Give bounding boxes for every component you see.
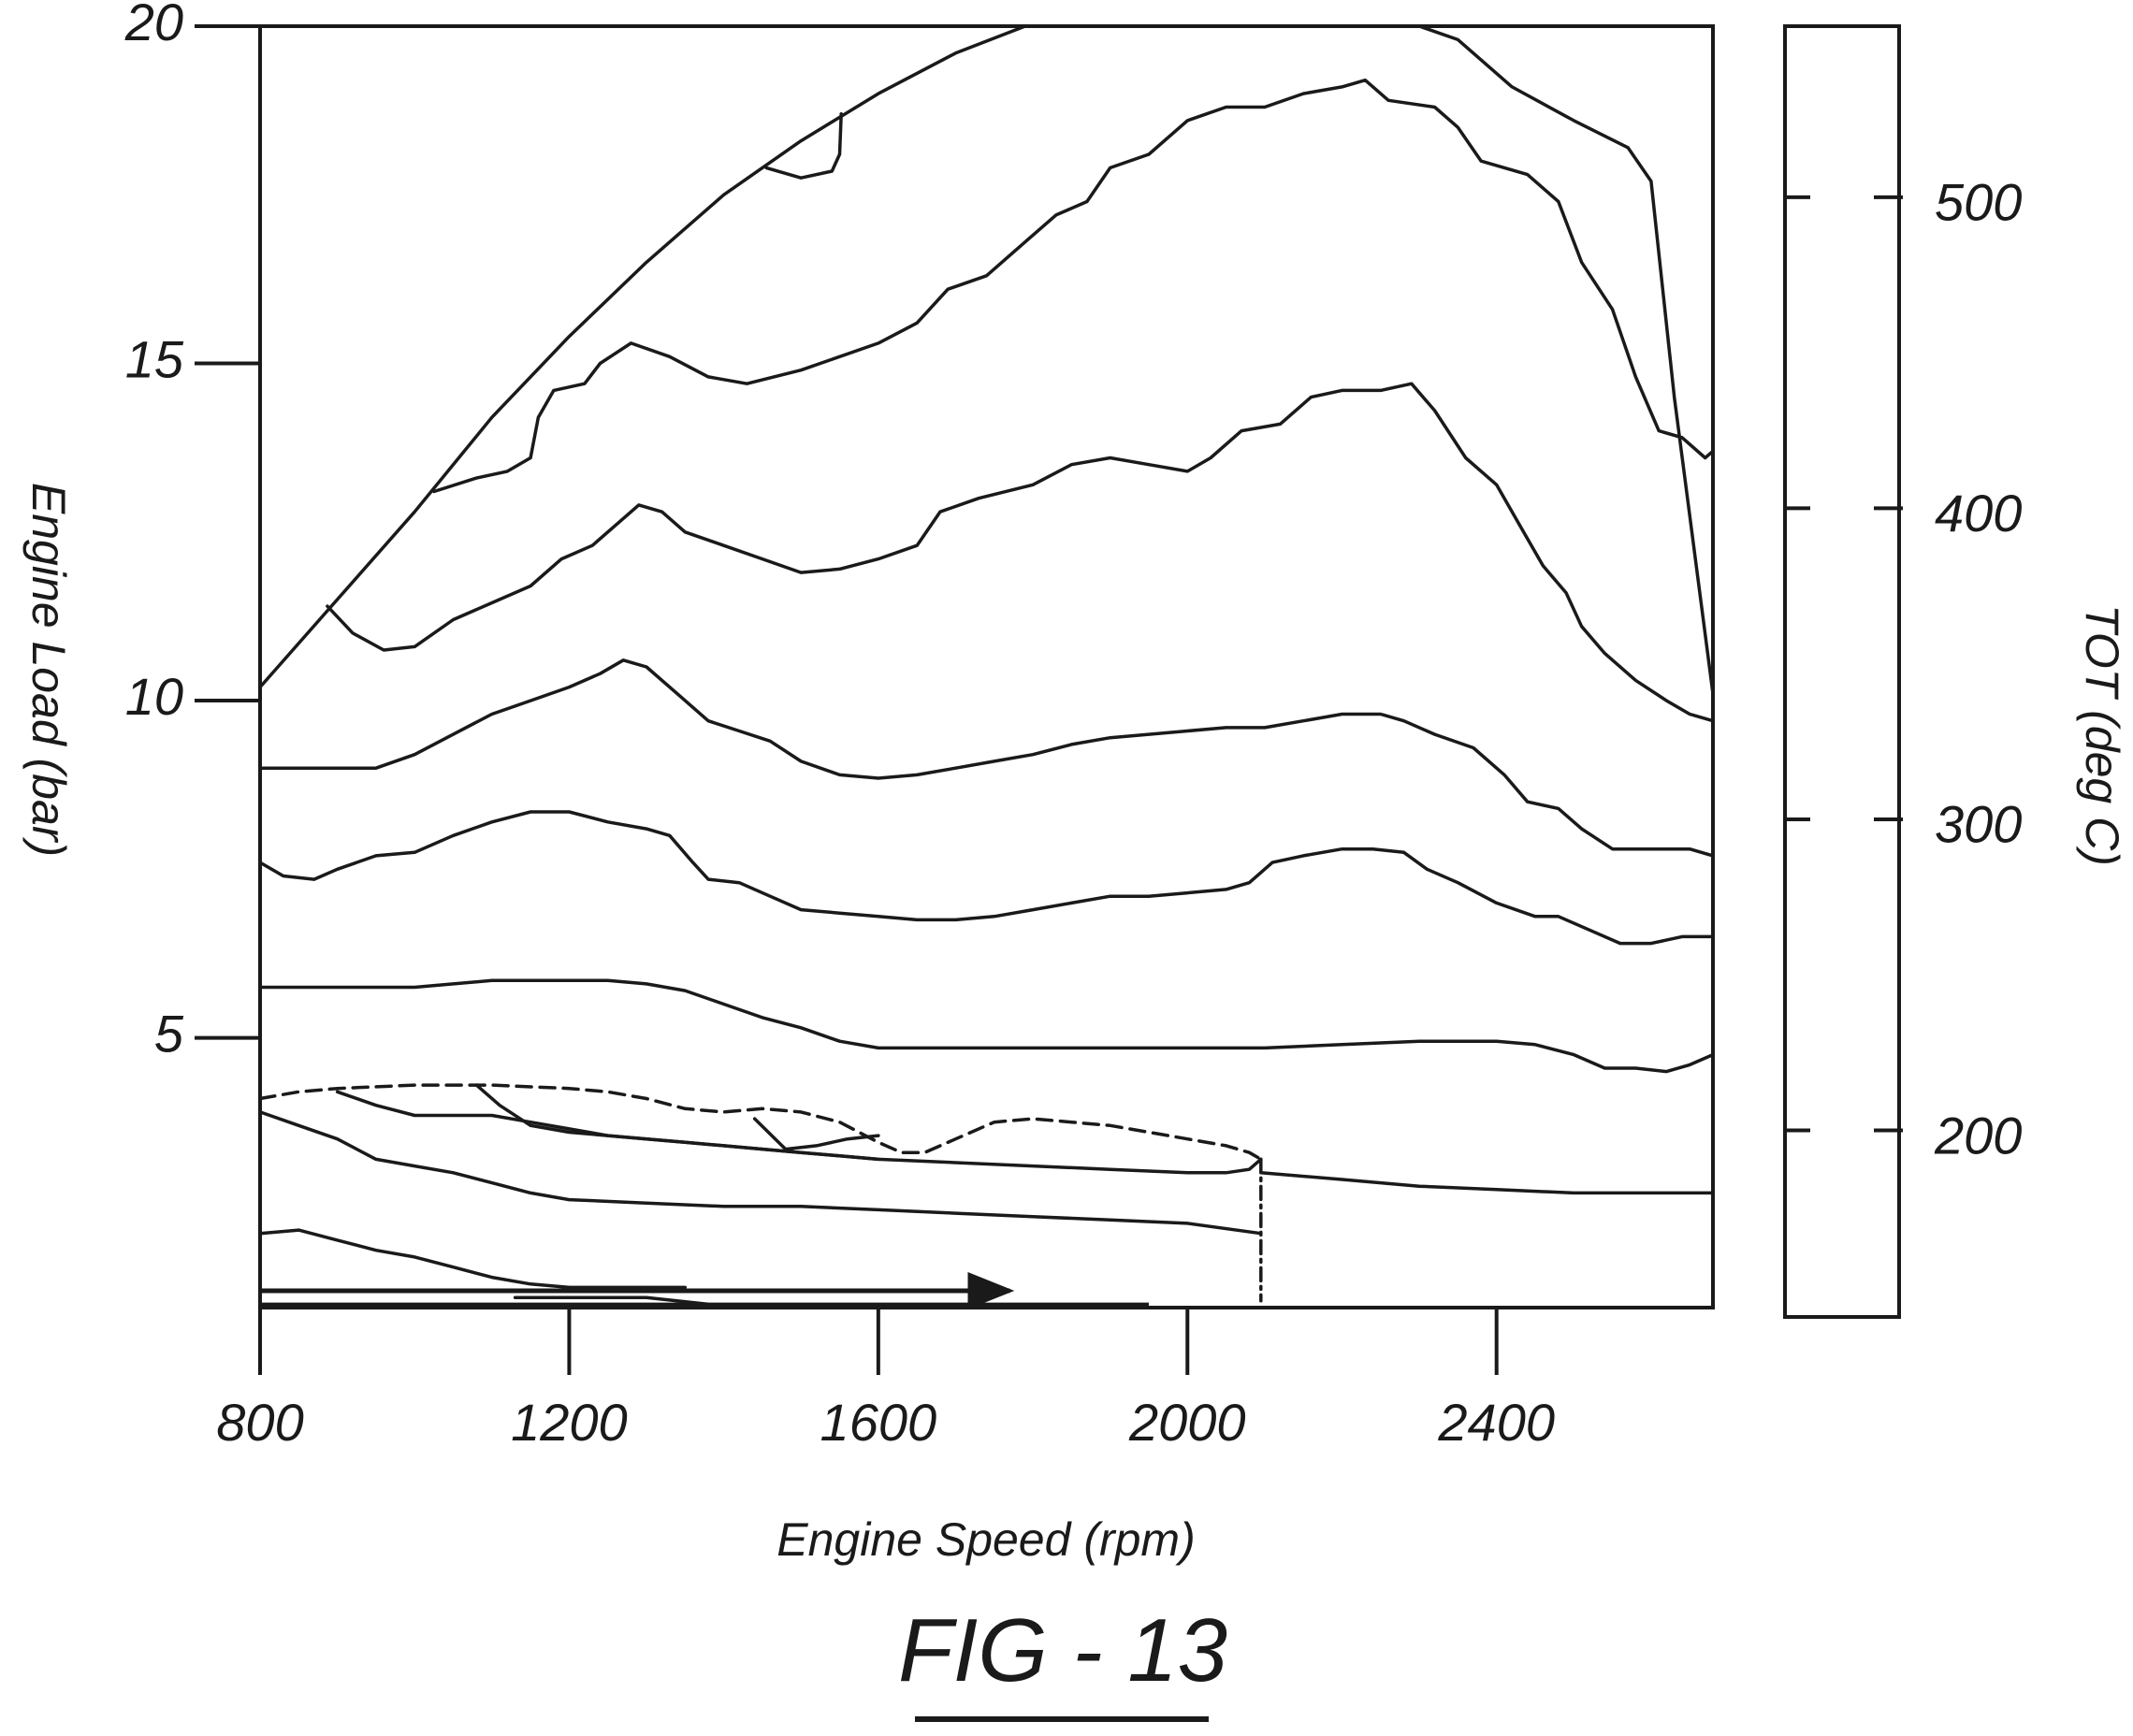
figure-caption: FIG - 13 — [898, 1600, 1227, 1700]
colorbar-axis: 200 300 400 500 — [1785, 173, 2022, 1165]
colorbar-title: TOT (deg C) — [2076, 604, 2128, 866]
contour-line-11 — [474, 1083, 880, 1162]
contour-line-1 — [258, 24, 1715, 696]
y-tick-label-20: 20 — [124, 0, 183, 51]
x-tick-label-1600: 1600 — [820, 1393, 937, 1452]
contour-line-15 — [513, 1295, 710, 1307]
x-tick-label-800: 800 — [216, 1393, 303, 1452]
contour-line-6 — [258, 810, 1715, 946]
x-tick-label-2400: 2400 — [1437, 1393, 1555, 1452]
y-tick-label-10: 10 — [125, 667, 183, 726]
contour-line-12 — [752, 1117, 880, 1151]
contour-line-14 — [258, 1228, 688, 1290]
y-axis: 5 10 15 20 — [124, 0, 260, 1063]
colorbar-tick-label-300: 300 — [1935, 795, 2022, 854]
colorbar-tick-label-200: 200 — [1934, 1106, 2022, 1165]
contour-line-16 — [1259, 1171, 1715, 1195]
y-tick-label-5: 5 — [154, 1004, 184, 1063]
y-axis-title: Engine Load (bar) — [22, 483, 75, 857]
annotations — [260, 1271, 1149, 1309]
contour-line-4 — [326, 382, 1715, 723]
x-tick-label-2000: 2000 — [1128, 1393, 1246, 1452]
contour-line-5 — [258, 658, 1715, 858]
contour-line-3 — [432, 78, 1715, 494]
x-axis-title: Engine Speed (rpm) — [776, 1513, 1195, 1566]
colorbar-tick-label-500: 500 — [1935, 173, 2022, 232]
x-axis: 800 1200 1600 2000 2400 — [216, 1308, 1555, 1452]
colorbar-frame — [1783, 24, 1901, 1319]
contour-line-7 — [258, 978, 1715, 1074]
contour-line-13 — [258, 1110, 1263, 1236]
contour-line-8 — [258, 1083, 1263, 1162]
colorbar-tick-label-400: 400 — [1935, 484, 2022, 542]
x-tick-label-1200: 1200 — [511, 1393, 628, 1452]
contour-line-2 — [764, 111, 843, 180]
contour-line-10 — [335, 1090, 1263, 1175]
y-tick-label-15: 15 — [125, 329, 184, 388]
contour-lines — [258, 24, 1715, 1307]
